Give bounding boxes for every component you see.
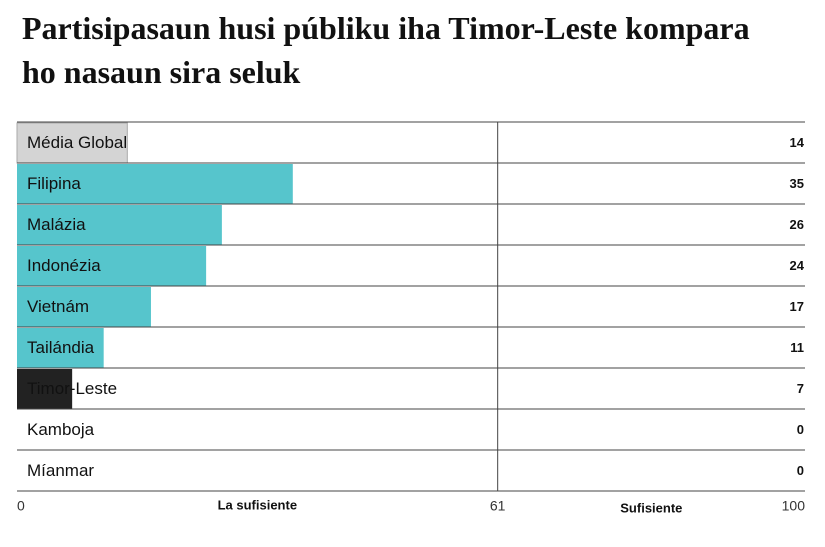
value-label: 0 bbox=[797, 463, 804, 478]
value-label: 11 bbox=[790, 340, 804, 355]
category-label: Tailándia bbox=[27, 338, 95, 357]
value-label: 0 bbox=[797, 422, 804, 437]
zone-label: Sufisiente bbox=[620, 500, 682, 515]
x-tick-label: 61 bbox=[490, 498, 506, 514]
zone-label: La sufisiente bbox=[218, 497, 297, 512]
bar bbox=[17, 164, 293, 204]
value-label: 14 bbox=[790, 135, 805, 150]
value-label: 24 bbox=[790, 258, 805, 273]
value-label: 7 bbox=[797, 381, 804, 396]
bar bbox=[17, 287, 151, 327]
bar bbox=[17, 205, 222, 245]
value-label: 26 bbox=[790, 217, 804, 232]
category-label: Média Global bbox=[27, 133, 127, 152]
category-label: Filipina bbox=[27, 174, 81, 193]
category-label: Vietnám bbox=[27, 297, 89, 316]
category-label: Malázia bbox=[27, 215, 86, 234]
category-label: Kamboja bbox=[27, 420, 95, 439]
category-label: Timor-Leste bbox=[27, 379, 117, 398]
value-label: 35 bbox=[790, 176, 804, 191]
bar bbox=[17, 369, 73, 409]
x-tick-label: 100 bbox=[782, 498, 806, 514]
bar bbox=[17, 246, 207, 286]
bar bbox=[17, 328, 104, 368]
category-label: Indonézia bbox=[27, 256, 101, 275]
category-label: Míanmar bbox=[27, 461, 94, 480]
x-tick-label: 0 bbox=[17, 498, 25, 514]
chart-title: Partisipasaun husi públiku iha Timor-Les… bbox=[22, 10, 750, 90]
value-label: 17 bbox=[790, 299, 804, 314]
